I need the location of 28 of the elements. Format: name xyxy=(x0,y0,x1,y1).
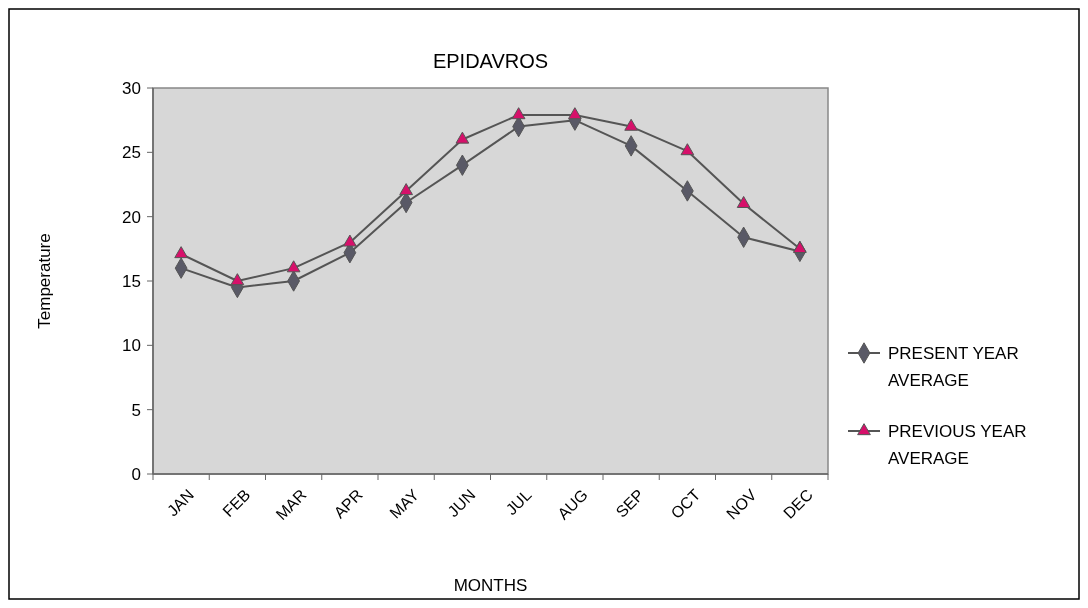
point xyxy=(736,195,751,208)
y-axis-title: Temperature xyxy=(35,233,54,329)
point xyxy=(174,246,188,259)
x-tick-label: FEB xyxy=(219,486,254,521)
x-tick-label: JAN xyxy=(163,486,198,520)
point xyxy=(455,131,470,144)
y-tick-label: 25 xyxy=(122,143,141,163)
y-tick-label: 0 xyxy=(131,464,141,484)
point xyxy=(624,118,638,131)
x-tick-label: SEP xyxy=(612,486,648,521)
point xyxy=(399,183,413,196)
point xyxy=(511,107,526,120)
chart-title: EPIDAVROS xyxy=(432,50,549,72)
point xyxy=(793,240,807,253)
point xyxy=(230,273,245,286)
point xyxy=(286,260,301,273)
y-tick-label: 5 xyxy=(131,400,141,420)
legend-label: PRESENT YEAR AVERAGE xyxy=(888,343,1019,390)
point xyxy=(343,234,357,247)
x-axis-title: MONTHS xyxy=(453,576,528,595)
y-tick-label: 10 xyxy=(122,336,141,356)
x-tick-label: JUL xyxy=(502,485,535,519)
point xyxy=(568,107,582,120)
y-tick-label: 30 xyxy=(122,78,141,98)
y-tick-label: 20 xyxy=(122,207,141,227)
y-tick-label: 15 xyxy=(122,271,141,291)
point xyxy=(680,143,695,156)
legend-label: PREVIOUS YEAR AVERAGE xyxy=(888,421,1027,468)
